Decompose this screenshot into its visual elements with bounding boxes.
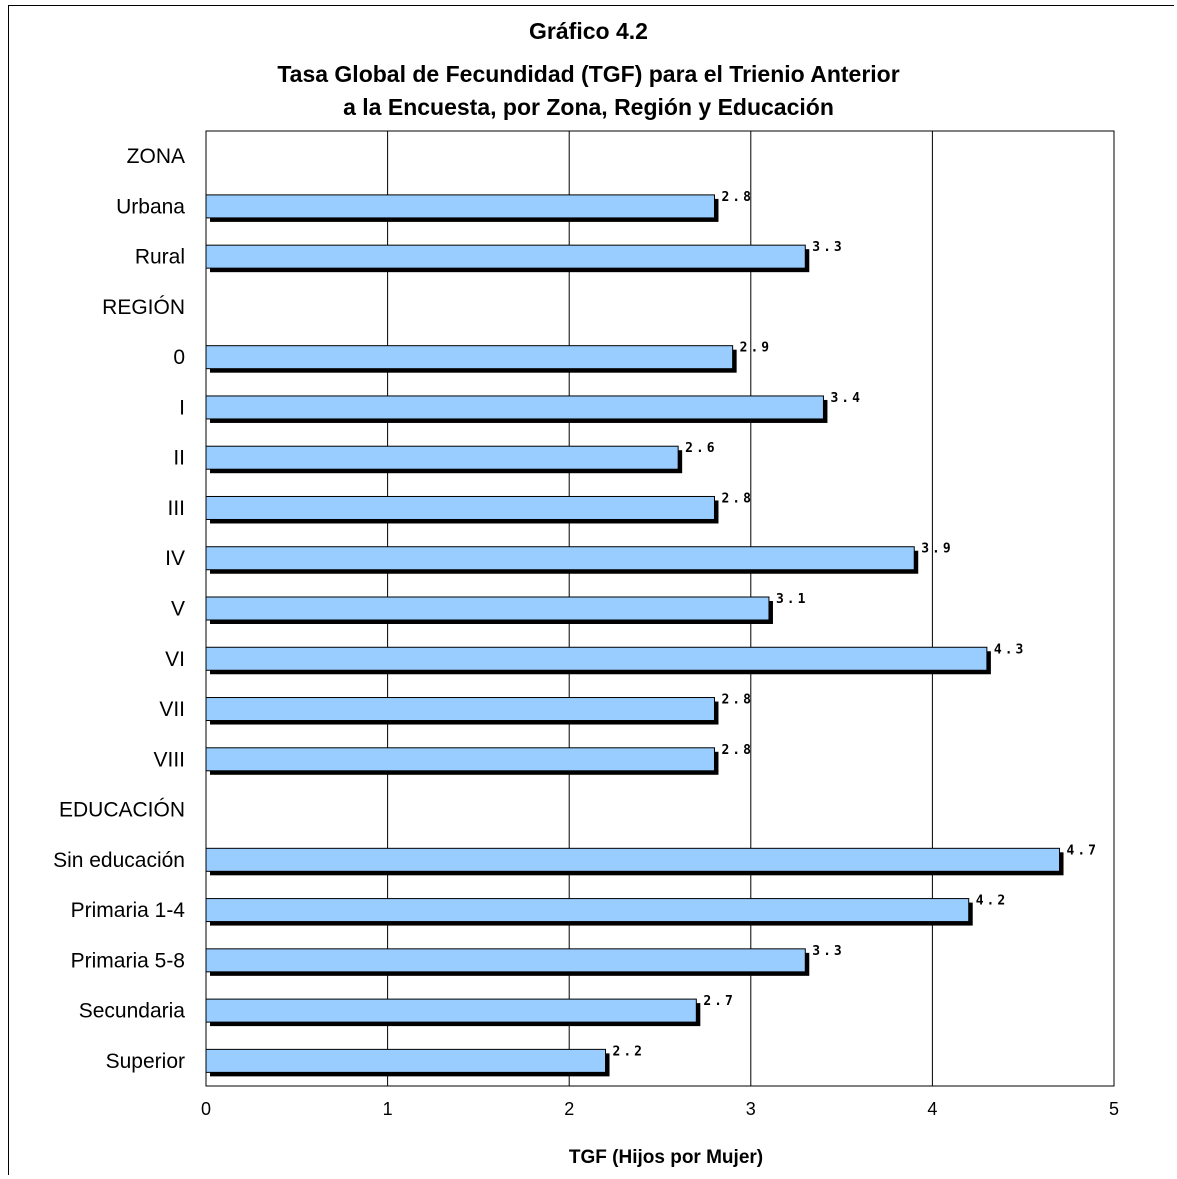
bar-series: 2.8 3.3 2.9 3.4 2.6 2.8 3.9 3.1 4.3 2.8 2.8 4.7 4.2 3… bbox=[205, 190, 1099, 1077]
data-label: 2.9 bbox=[740, 341, 772, 356]
bar bbox=[205, 495, 715, 520]
bar bbox=[205, 1048, 607, 1073]
x-tick-label: 3 bbox=[746, 1099, 756, 1119]
chart-frame bbox=[8, 5, 1174, 1175]
data-label: 2.8 bbox=[721, 190, 753, 205]
bar bbox=[205, 596, 770, 621]
category-label: II bbox=[173, 447, 185, 470]
bar bbox=[205, 898, 970, 923]
data-label: 3.4 bbox=[830, 391, 862, 406]
x-axis-ticks: 0 1 2 3 4 5 bbox=[201, 1099, 1119, 1119]
data-label: 2.8 bbox=[721, 491, 753, 506]
category-label: V bbox=[171, 598, 185, 621]
x-tick-label: 1 bbox=[383, 1099, 393, 1119]
bar bbox=[205, 546, 915, 571]
bar bbox=[205, 697, 715, 722]
category-label: VI bbox=[165, 648, 185, 671]
category-label: Urbana bbox=[116, 195, 185, 218]
category-label: Rural bbox=[135, 246, 185, 269]
bar bbox=[205, 345, 734, 370]
bar bbox=[205, 194, 715, 219]
bar bbox=[205, 244, 806, 269]
data-label: 3.1 bbox=[776, 592, 808, 607]
bar bbox=[205, 948, 806, 973]
data-label: 4.3 bbox=[994, 642, 1026, 657]
x-tick-label: 4 bbox=[927, 1099, 937, 1119]
category-label: Primaria 5-8 bbox=[71, 949, 185, 972]
category-label: Superior bbox=[106, 1050, 185, 1073]
chart-subtitle-line-1: Tasa Global de Fecundidad (TGF) para el … bbox=[277, 61, 900, 87]
category-label: IV bbox=[165, 547, 185, 570]
bar bbox=[205, 395, 824, 420]
category-label: ZONA bbox=[127, 145, 185, 168]
data-label: 2.8 bbox=[721, 743, 753, 758]
category-label: I bbox=[179, 396, 185, 419]
category-label: VII bbox=[159, 698, 185, 721]
data-label: 3.3 bbox=[812, 944, 844, 959]
category-label: VIII bbox=[153, 748, 185, 771]
category-label: III bbox=[167, 497, 185, 520]
bar bbox=[205, 998, 697, 1023]
data-label: 2.2 bbox=[613, 1044, 645, 1059]
bar bbox=[205, 646, 988, 671]
data-label: 3.9 bbox=[921, 542, 953, 557]
bar bbox=[205, 445, 679, 470]
x-tick-label: 0 bbox=[201, 1099, 211, 1119]
category-labels: ZONAUrbanaRuralREGIÓN0IIIIIIIVVVIVIIVIII… bbox=[53, 145, 185, 1073]
data-label: 2.8 bbox=[721, 693, 753, 708]
bar bbox=[205, 847, 1061, 872]
category-label: EDUCACIÓN bbox=[59, 799, 185, 822]
data-label: 2.7 bbox=[703, 994, 735, 1009]
x-tick-label: 5 bbox=[1109, 1099, 1119, 1119]
data-label: 4.2 bbox=[976, 894, 1008, 909]
x-tick-label: 2 bbox=[564, 1099, 574, 1119]
data-label: 2.6 bbox=[685, 441, 717, 456]
chart-subtitle-line-2: a la Encuesta, por Zona, Región y Educac… bbox=[343, 94, 834, 120]
bar bbox=[205, 747, 715, 772]
category-label: Sin educación bbox=[53, 849, 185, 872]
chart-title: Gráfico 4.2 bbox=[529, 18, 648, 44]
category-label: Primaria 1-4 bbox=[71, 899, 186, 922]
category-label: REGIÓN bbox=[102, 296, 185, 319]
x-axis-label: TGF (Hijos por Mujer) bbox=[569, 1147, 763, 1168]
category-label: 0 bbox=[173, 346, 185, 369]
category-label: Secundaria bbox=[79, 1000, 186, 1023]
data-label: 4.7 bbox=[1067, 843, 1099, 858]
data-label: 3.3 bbox=[812, 240, 844, 255]
